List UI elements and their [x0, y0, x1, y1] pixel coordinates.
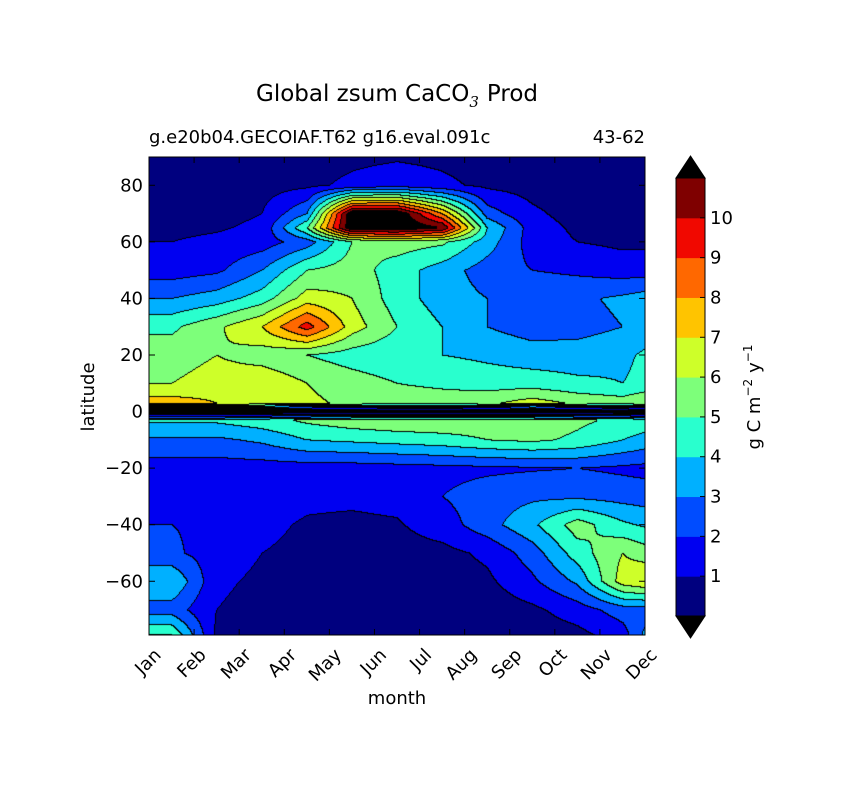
colorbar-tick-label: 1	[710, 566, 721, 587]
colorbar-tick-label: 6	[710, 367, 721, 388]
heatmap-field	[149, 157, 645, 635]
x-tick-label: Feb	[173, 645, 210, 682]
x-tick-label: Jan	[130, 645, 165, 680]
colorbar-band	[676, 377, 705, 418]
colorbar-band	[676, 576, 705, 617]
y-tick-label: 20	[120, 345, 143, 366]
colorbar-tick-label: 3	[710, 487, 721, 508]
x-tick-label: May	[305, 644, 346, 685]
x-tick-label: Jun	[356, 645, 391, 680]
x-axis-label: month	[368, 688, 426, 709]
colorbar-tick-label: 10	[710, 208, 733, 229]
x-tick-label: Jul	[405, 645, 436, 676]
chart-title: Global zsum CaCO3 Prod	[256, 81, 538, 111]
colorbar-band	[676, 337, 705, 378]
colorbar-extend-bottom	[675, 615, 706, 639]
y-tick-label: 80	[120, 175, 143, 196]
plot-frame	[148, 156, 646, 636]
x-tick-label: Dec	[622, 645, 661, 684]
colorbar-tick-label: 4	[710, 447, 721, 468]
x-tick-label: Apr	[264, 644, 301, 681]
colorbar-tick-label: 9	[710, 248, 721, 269]
colorbar-band	[676, 257, 705, 298]
x-tick-label: Nov	[577, 644, 617, 684]
chart-subtitle-left: g.e20b04.GECOIAF.T62 g16.eval.091c	[149, 127, 490, 148]
colorbar: 1 2 3 4 5 6 7 8 9 10	[675, 155, 733, 639]
colorbar-label: g C m−2y−1	[741, 344, 765, 449]
colorbar-extend-top	[675, 155, 706, 179]
y-tick-label: 60	[120, 232, 143, 253]
colorbar-band	[676, 297, 705, 338]
colorbar-tick-label: 2	[710, 526, 721, 547]
colorbar-frame	[675, 177, 706, 617]
x-tick-label: Oct	[535, 645, 572, 682]
colorbar-band	[676, 217, 705, 259]
colorbar-band	[676, 456, 705, 498]
plot-area	[149, 157, 645, 635]
colorbar-band	[676, 536, 705, 577]
x-tick-label: Aug	[442, 645, 482, 685]
x-tick-label: Sep	[487, 645, 526, 684]
chart-subtitle-right: 43-62	[593, 127, 645, 148]
y-tick-label: −40	[105, 515, 143, 536]
colorbar-tick-label: 8	[710, 287, 721, 308]
colorbar-tick-label: 7	[710, 327, 721, 348]
colorbar-tick-label: 5	[710, 407, 721, 428]
y-axis: 80 60 40 20 0 −20 −40 −60	[105, 175, 645, 592]
y-axis-label: latitude	[78, 362, 99, 431]
x-tick-label: Mar	[217, 644, 256, 683]
colorbar-band	[676, 416, 705, 458]
colorbar-band	[676, 496, 705, 537]
y-tick-label: 40	[120, 288, 143, 309]
y-tick-label: 0	[132, 402, 143, 423]
y-tick-label: −60	[105, 571, 143, 592]
y-tick-label: −20	[105, 458, 143, 479]
colorbar-band	[676, 178, 705, 219]
